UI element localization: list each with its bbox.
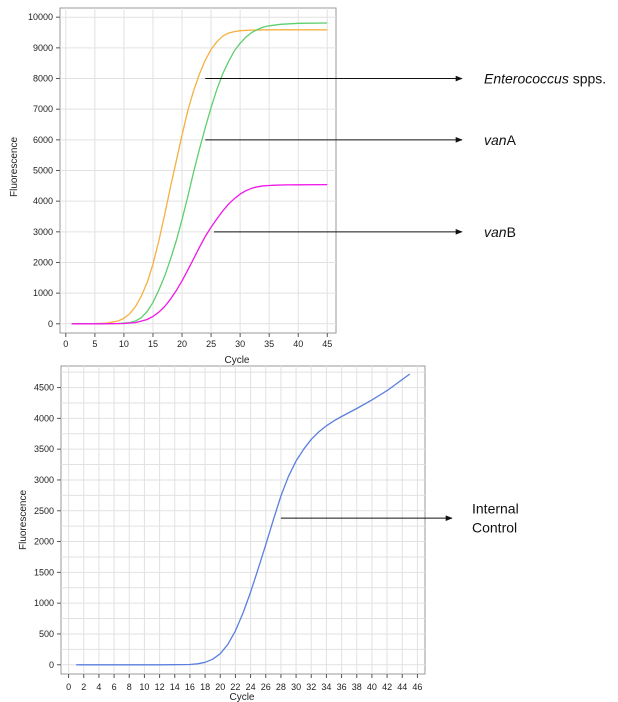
x-tick-label: 14 (170, 682, 180, 692)
y-tick-label: 500 (39, 629, 54, 639)
y-tick-label: 1500 (34, 567, 54, 577)
y-tick-label: 1000 (34, 598, 54, 608)
y-tick-label: 4000 (33, 196, 53, 206)
gridlines (61, 366, 425, 674)
annotation-label: vanA (484, 132, 517, 148)
annotations: Internal Control (280, 501, 519, 536)
y-tick-label: 10000 (28, 12, 53, 22)
series-line (76, 373, 411, 666)
x-tick-label: 20 (177, 339, 187, 349)
annotation-label: vanB (484, 224, 516, 240)
series-group (71, 22, 328, 325)
x-tick-label: 35 (264, 339, 274, 349)
x-tick-label: 2 (81, 682, 86, 692)
y-tick-label: 6000 (33, 135, 53, 145)
annotations: Enterococcus spps. vanA vanB (205, 71, 606, 240)
x-tick-label: 36 (337, 682, 347, 692)
x-axis-label: Cycle (229, 692, 254, 702)
x-tick-label: 40 (367, 682, 377, 692)
x-tick-label: 30 (291, 682, 301, 692)
x-tick-label: 34 (321, 682, 331, 692)
x-tick-label: 45 (322, 339, 332, 349)
x-tick-label: 46 (412, 682, 422, 692)
x-tick-label: 22 (230, 682, 240, 692)
x-tick-label: 4 (96, 682, 101, 692)
y-tick-label: 7000 (33, 104, 53, 114)
x-tick-labels: 0 5 10 15 20 25 30 35 40 45 (63, 333, 332, 349)
x-tick-label: 8 (127, 682, 132, 692)
x-tick-label: 12 (155, 682, 165, 692)
chart-top: 0 5 10 15 20 25 30 35 40 45 0 1000 2000 3000 4000 5000… (9, 7, 606, 366)
x-axis-label: Cycle (224, 355, 249, 366)
annotation-label: Control (472, 520, 517, 536)
y-axis-label: Fluorescence (9, 137, 20, 197)
x-tick-label: 26 (261, 682, 271, 692)
x-tick-label: 42 (382, 682, 392, 692)
x-tick-label: 38 (352, 682, 362, 692)
x-tick-label: 40 (293, 339, 303, 349)
x-tick-label: 32 (306, 682, 316, 692)
series-line (71, 22, 328, 325)
chart-bottom: 0 2 4 6 8 10 12 14 16 18 20 22 24 26 28 30 32 34 36 38 40 42 4… (18, 365, 519, 702)
x-tick-label: 44 (397, 682, 407, 692)
annotation-label: Enterococcus spps. (484, 71, 606, 87)
y-tick-label: 0 (49, 660, 54, 670)
y-tick-label: 1000 (33, 288, 53, 298)
x-tick-label: 30 (235, 339, 245, 349)
x-tick-label: 18 (200, 682, 210, 692)
y-tick-label: 4500 (34, 383, 54, 393)
y-tick-label: 4000 (34, 413, 54, 423)
y-tick-label: 5000 (33, 166, 53, 176)
y-tick-label: 2500 (34, 506, 54, 516)
y-tick-label: 2000 (34, 537, 54, 547)
x-tick-label: 20 (215, 682, 225, 692)
series-line (71, 29, 328, 325)
y-tick-label: 8000 (33, 74, 53, 84)
x-tick-label: 16 (185, 682, 195, 692)
x-tick-label: 15 (148, 339, 158, 349)
y-tick-labels: 0 500 1000 1500 2000 2500 3000 3500 4000 4500 (34, 383, 61, 670)
plot-frame (60, 365, 426, 675)
x-tick-label: 24 (246, 682, 256, 692)
y-tick-label: 3000 (33, 227, 53, 237)
x-tick-label: 0 (66, 682, 71, 692)
y-axis-label: Fluorescence (18, 490, 29, 550)
x-tick-label: 0 (63, 339, 68, 349)
y-tick-labels: 0 1000 2000 3000 4000 5000 6000 7000 8000 9000 100… (28, 12, 60, 329)
x-tick-label: 5 (92, 339, 97, 349)
x-tick-label: 6 (112, 682, 117, 692)
x-tick-label: 25 (206, 339, 216, 349)
series-line (71, 183, 328, 325)
x-tick-label: 28 (276, 682, 286, 692)
y-tick-label: 3500 (34, 444, 54, 454)
x-tick-labels: 0 2 4 6 8 10 12 14 16 18 20 22 24 26 28 30 32 34 36 38 40 42 4… (66, 674, 422, 692)
y-tick-label: 0 (48, 319, 53, 329)
y-tick-label: 2000 (33, 257, 53, 267)
y-tick-label: 3000 (34, 475, 54, 485)
series-group (76, 373, 411, 666)
x-tick-label: 10 (139, 682, 149, 692)
annotation-label: Internal (472, 501, 519, 517)
y-tick-label: 9000 (33, 43, 53, 53)
x-tick-label: 10 (119, 339, 129, 349)
